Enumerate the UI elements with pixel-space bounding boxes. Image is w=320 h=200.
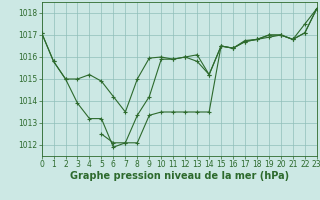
X-axis label: Graphe pression niveau de la mer (hPa): Graphe pression niveau de la mer (hPa) xyxy=(70,171,289,181)
